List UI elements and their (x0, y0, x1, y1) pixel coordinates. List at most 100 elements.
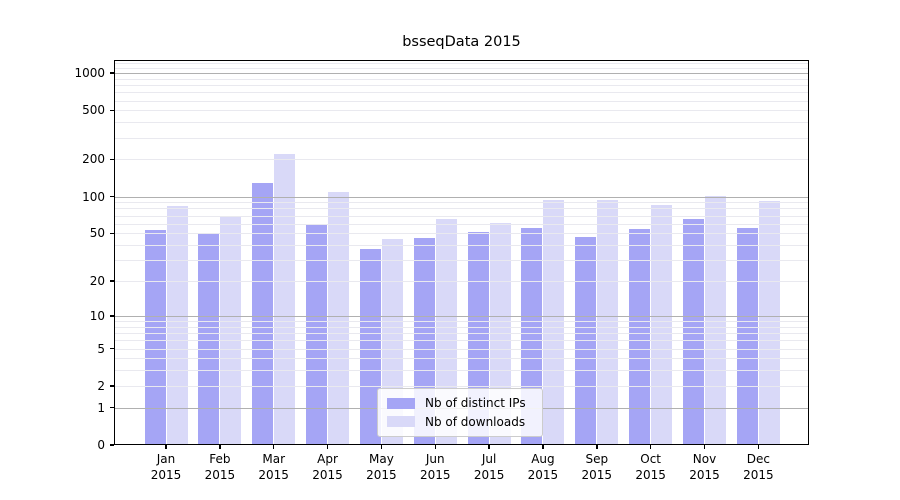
legend: Nb of distinct IPs Nb of downloads (377, 388, 543, 437)
gridline-minor (114, 100, 809, 102)
x-tick-label: Mar 2015 (247, 451, 301, 483)
gridline-minor (114, 281, 809, 283)
x-tick-mark (165, 445, 167, 449)
bar-distinct-ips (306, 224, 328, 445)
x-tick-mark (380, 445, 383, 449)
y-tick-label: 2 (97, 378, 105, 393)
gridline-minor (114, 78, 809, 80)
x-tick-month: May (368, 452, 394, 466)
x-tick-label: Aug 2015 (516, 451, 570, 483)
gridline-minor (114, 215, 809, 217)
bar-downloads (705, 196, 726, 445)
bar-downloads (166, 206, 188, 445)
gridline-minor (114, 370, 809, 372)
y-tick-mark (110, 347, 114, 350)
x-tick-year: 2015 (150, 468, 182, 482)
plot-area: Nb of distinct IPs Nb of downloads (114, 60, 809, 445)
gridline-major (114, 196, 809, 198)
gridline-minor (114, 333, 809, 335)
x-tick-mark (757, 445, 760, 449)
x-tick-month: Feb (209, 452, 231, 466)
x-tick-year: 2015 (527, 468, 559, 482)
gridline-minor (114, 122, 809, 124)
y-tick-label: 1 (97, 400, 105, 415)
gridline-minor (114, 85, 809, 87)
gridline-minor (114, 348, 809, 350)
bar-distinct-ips (359, 249, 381, 445)
x-tick-year: 2015 (204, 468, 236, 482)
x-tick-label: Oct 2015 (624, 451, 678, 483)
x-tick-label: Nov 2015 (678, 451, 732, 483)
y-tick-label: 500 (82, 103, 105, 118)
x-tick-mark (219, 445, 221, 449)
x-tick-month: Jan (156, 452, 176, 466)
legend-row: Nb of downloads (387, 413, 533, 431)
bar-downloads (651, 205, 673, 445)
bar-distinct-ips (198, 234, 220, 445)
x-tick-year: 2015 (258, 468, 289, 482)
gridline-minor (114, 358, 809, 360)
gridline-minor (114, 385, 809, 387)
x-tick-month: Sep (585, 452, 609, 466)
y-tick-mark (110, 195, 114, 198)
gridline-minor (114, 110, 809, 112)
y-tick-label: 10 (89, 308, 105, 323)
x-tick-label: Sep 2015 (570, 451, 624, 483)
chart-title: bsseqData 2015 (402, 34, 521, 50)
x-tick-mark (703, 445, 706, 449)
x-tick-year: 2015 (312, 468, 343, 482)
bar-downloads (274, 154, 296, 445)
x-tick-year: 2015 (689, 468, 720, 482)
x-tick-month: Mar (262, 452, 285, 466)
x-tick-label: Jan 2015 (139, 451, 193, 483)
x-tick-mark (542, 445, 544, 449)
legend-label: Nb of downloads (425, 414, 526, 429)
y-tick-mark (110, 109, 114, 112)
x-tick-label: Jul 2015 (462, 451, 516, 483)
x-tick-mark (326, 445, 329, 449)
y-tick-label: 5 (97, 341, 105, 356)
bar-distinct-ips (629, 229, 651, 445)
gridline-major (114, 73, 809, 75)
y-tick-mark (110, 72, 114, 74)
x-tick-label: Jun 2015 (408, 451, 462, 483)
legend-row: Nb of distinct IPs (387, 394, 533, 412)
gridline-minor (114, 223, 809, 225)
y-tick-mark (110, 280, 114, 282)
y-tick-label: 50 (89, 226, 105, 241)
legend-swatch (387, 397, 415, 409)
y-tick-mark (110, 385, 114, 387)
x-tick-year: 2015 (743, 468, 774, 482)
x-tick-label: May 2015 (354, 451, 408, 483)
gridline-minor (114, 92, 809, 94)
y-tick-label: 20 (89, 274, 105, 289)
gridline-minor (114, 63, 809, 65)
gridline-minor (114, 208, 809, 210)
x-tick-month: Aug (531, 452, 555, 466)
gridline-major (114, 315, 809, 317)
gridline-minor (114, 159, 809, 161)
bar-distinct-ips (736, 228, 758, 445)
bar-downloads (597, 200, 619, 445)
y-tick-label: 1000 (74, 66, 105, 81)
gridline-minor (114, 137, 809, 139)
x-tick-year: 2015 (581, 468, 613, 482)
gridlines-layer (114, 60, 809, 445)
bar-downloads (328, 192, 350, 445)
x-tick-mark (488, 445, 490, 449)
gridline-minor (114, 260, 809, 262)
y-tick-mark (110, 444, 114, 446)
bar-downloads (220, 217, 242, 445)
y-tick-mark (110, 406, 114, 409)
x-tick-month: Oct (640, 452, 662, 466)
x-tick-label: Dec 2015 (731, 451, 785, 483)
gridline-minor (114, 326, 809, 328)
y-tick-label: 0 (97, 438, 105, 452)
legend-swatch (387, 416, 415, 428)
x-tick-label: Feb 2015 (193, 451, 247, 483)
gridline-minor (114, 202, 809, 204)
gridline-minor (114, 67, 809, 69)
x-tick-mark (649, 445, 652, 449)
legend-label: Nb of distinct IPs (425, 396, 526, 411)
